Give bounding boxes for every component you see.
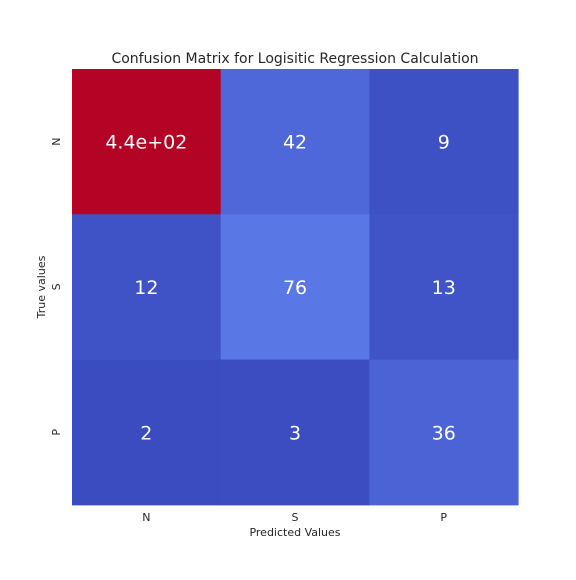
- y-axis-ticks: N S P: [50, 138, 63, 436]
- heatmap-cell-S-S: [220, 214, 370, 361]
- cell-value-label: 3: [289, 422, 301, 444]
- heatmap-cell-N-N: [72, 69, 222, 215]
- x-axis-label: Predicted Values: [249, 526, 340, 539]
- cell-value-label: 36: [432, 422, 456, 444]
- heatmap-cell-P-N: [72, 359, 222, 506]
- heatmap-cell-P-S: [220, 359, 370, 506]
- cell-value-label: 13: [432, 277, 456, 299]
- cell-value-label: 4.4e+02: [105, 132, 187, 154]
- x-tick-label: S: [292, 511, 299, 524]
- cell-value-label: 9: [438, 132, 450, 154]
- heatmap-cell-S-N: [72, 214, 222, 361]
- y-tick-label: S: [50, 283, 63, 290]
- heatmap-annotations: 4.4e+02 42 9 12 76 13 2 3 36: [105, 132, 456, 445]
- heatmap-cell-N-P: [369, 69, 519, 215]
- y-tick-label: N: [50, 138, 63, 146]
- cell-value-label: 2: [140, 422, 152, 444]
- cell-value-label: 12: [134, 277, 158, 299]
- cell-value-label: 42: [283, 132, 307, 154]
- heatmap-cell-N-S: [220, 69, 370, 215]
- heatmap-cell-S-P: [369, 214, 519, 361]
- cell-value-label: 76: [283, 277, 307, 299]
- y-tick-label: P: [50, 429, 63, 436]
- heatmap-cells: [72, 69, 519, 506]
- heatmap-cell-P-P: [369, 359, 519, 506]
- x-tick-label: P: [440, 511, 447, 524]
- chart-title: Confusion Matrix for Logisitic Regressio…: [111, 51, 478, 67]
- x-tick-label: N: [142, 511, 150, 524]
- y-axis-label: True values: [35, 255, 48, 319]
